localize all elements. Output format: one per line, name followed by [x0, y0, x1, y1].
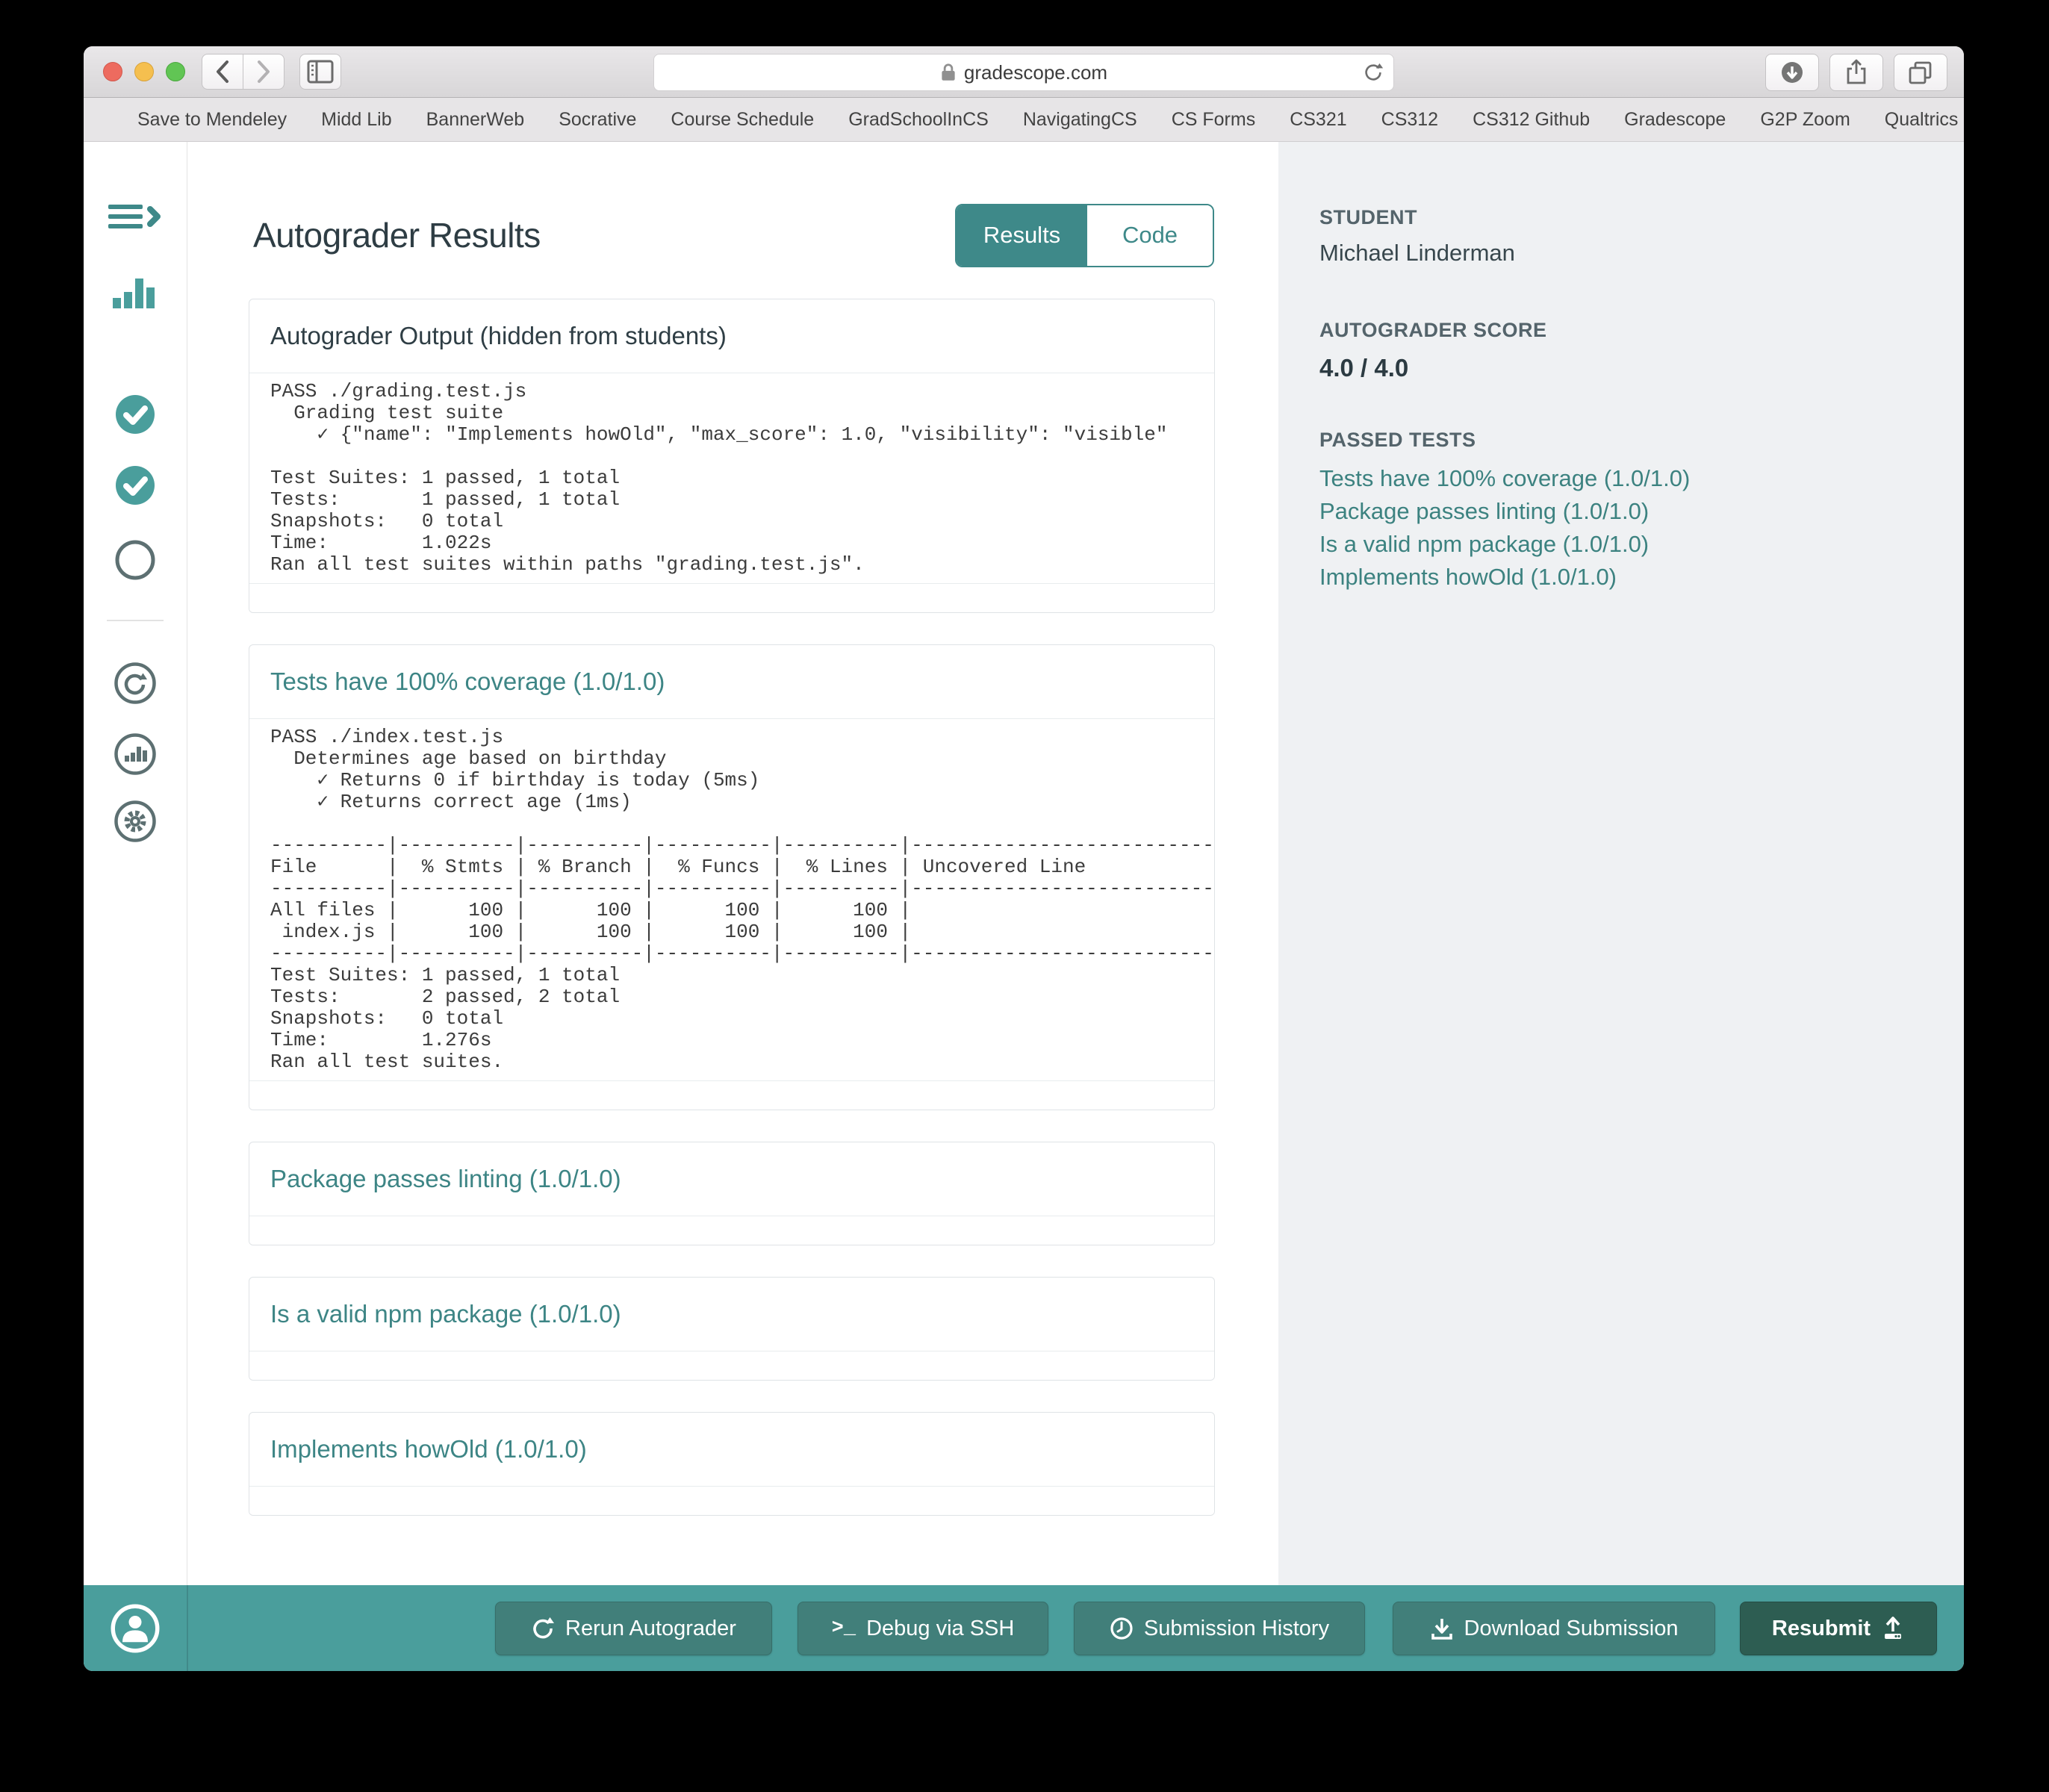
menu-expand-icon[interactable] [107, 200, 164, 233]
url-text: gradescope.com [963, 60, 1108, 84]
bookmark-g2p-zoom[interactable]: G2P Zoom [1760, 108, 1850, 130]
box-title: Autograder Output (hidden from students) [270, 322, 727, 349]
rerun-label: Rerun Autograder [565, 1616, 736, 1640]
test-box-linting: Package passes linting (1.0/1.0) [249, 1142, 1215, 1245]
tab-overview-button[interactable] [1894, 54, 1947, 91]
autograder-output-box: Autograder Output (hidden from students)… [249, 299, 1215, 613]
passed-test-link-npm-package[interactable]: Is a valid npm package (1.0/1.0) [1319, 531, 1650, 557]
test-title[interactable]: Package passes linting (1.0/1.0) [270, 1165, 621, 1192]
forward-button[interactable] [243, 54, 285, 90]
chevron-left-icon [217, 60, 228, 83]
autograder-score-value: 4.0 / 4.0 [1319, 354, 1409, 382]
account-icon[interactable] [110, 1603, 161, 1654]
bookmark-cs312[interactable]: CS312 [1381, 108, 1439, 130]
bookmark-cs-forms[interactable]: CS Forms [1171, 108, 1256, 130]
terminal-icon: >_ [831, 1617, 856, 1640]
browser-toolbar: gradescope.com [84, 46, 1964, 98]
sidebar-divider [107, 620, 164, 621]
bookmark-save-to-mendeley[interactable]: Save to Mendeley [137, 108, 287, 130]
share-icon [1847, 59, 1866, 84]
main-panel: Autograder Results Results Code Autograd… [187, 142, 1278, 1585]
tab-code[interactable]: Code [1087, 205, 1213, 266]
box-footer [249, 1216, 1214, 1245]
bookmark-cs321[interactable]: CS321 [1290, 108, 1347, 130]
share-button[interactable] [1829, 54, 1883, 91]
chevron-right-icon [258, 60, 270, 83]
autograder-output-code: PASS ./grading.test.js Grading test suit… [249, 373, 1214, 583]
bookmark-bannerweb[interactable]: BannerWeb [426, 108, 525, 130]
student-label: STUDENT [1319, 206, 1417, 228]
passed-check-icon[interactable] [114, 393, 156, 435]
bookmark-socrative[interactable]: Socrative [559, 108, 637, 130]
settings-gear-icon[interactable] [114, 800, 157, 843]
download-icon [1431, 1619, 1452, 1640]
bookmark-cs312-github[interactable]: CS312 Github [1473, 108, 1591, 130]
resubmit-label: Resubmit [1771, 1616, 1871, 1640]
passed-test-link-linting[interactable]: Package passes linting (1.0/1.0) [1319, 498, 1650, 524]
passed-check-icon[interactable] [114, 464, 156, 506]
stats-circle-icon[interactable] [114, 732, 157, 776]
test-title[interactable]: Tests have 100% coverage (1.0/1.0) [270, 668, 665, 695]
bookmark-navigatingcs[interactable]: NavigatingCS [1022, 108, 1137, 130]
tab-results[interactable]: Results [957, 205, 1087, 266]
test-box-howold: Implements howOld (1.0/1.0) [249, 1412, 1215, 1516]
reload-icon [1365, 63, 1384, 81]
box-footer [249, 1351, 1214, 1380]
bookmark-midd-lib[interactable]: Midd Lib [321, 108, 392, 130]
coverage-output-code: PASS ./index.test.js Determines age base… [249, 718, 1214, 1080]
zoom-window-button[interactable] [166, 62, 185, 81]
passed-test-link-coverage[interactable]: Tests have 100% coverage (1.0/1.0) [1319, 465, 1691, 491]
download-submission-button[interactable]: Download Submission [1393, 1602, 1715, 1655]
upload-icon [1885, 1617, 1902, 1639]
sidebar-toggle-button[interactable] [299, 54, 341, 90]
passed-tests-list: Tests have 100% coverage (1.0/1.0) Packa… [1319, 462, 1934, 594]
debug-label: Debug via SSH [866, 1616, 1015, 1640]
passed-tests-label: PASSED TESTS [1319, 429, 1476, 451]
window-controls [103, 62, 185, 81]
bookmarks-bar: Save to Mendeley Midd Lib BannerWeb Socr… [84, 98, 1964, 142]
student-name: Michael Linderman [1319, 240, 1515, 266]
downloads-button[interactable] [1765, 54, 1819, 91]
address-bar[interactable]: gradescope.com [653, 54, 1394, 91]
test-title[interactable]: Implements howOld (1.0/1.0) [270, 1435, 587, 1463]
pending-circle-icon[interactable] [114, 539, 156, 581]
back-button[interactable] [202, 54, 243, 90]
bookmark-gradschoolincs[interactable]: GradSchoolInCS [848, 108, 989, 130]
submission-history-button[interactable]: Submission History [1074, 1602, 1365, 1655]
test-title[interactable]: Is a valid npm package (1.0/1.0) [270, 1300, 621, 1328]
page-title: Autograder Results [253, 216, 541, 255]
bookmark-gradescope[interactable]: Gradescope [1624, 108, 1726, 130]
passed-test-link-howold[interactable]: Implements howOld (1.0/1.0) [1319, 564, 1617, 590]
left-sidebar [84, 142, 187, 1585]
history-clock-icon [1110, 1617, 1133, 1640]
box-footer [249, 1486, 1214, 1515]
rerun-autograder-button[interactable]: Rerun Autograder [495, 1602, 772, 1655]
resubmit-button[interactable]: Resubmit [1740, 1602, 1937, 1655]
rerun-icon [533, 1617, 555, 1639]
minimize-window-button[interactable] [134, 62, 154, 81]
downloads-icon [1782, 62, 1803, 83]
statistics-icon[interactable] [111, 274, 159, 311]
tabs-icon [1909, 61, 1932, 84]
lock-icon [942, 63, 955, 81]
box-footer [249, 583, 1214, 612]
history-label: Submission History [1143, 1616, 1330, 1640]
download-label: Download Submission [1464, 1616, 1679, 1640]
submission-info-panel: STUDENT Michael Linderman AUTOGRADER SCO… [1278, 142, 1964, 1585]
regrade-icon[interactable] [114, 662, 157, 705]
results-code-toggle: Results Code [955, 203, 1214, 267]
bookmark-course-schedule[interactable]: Course Schedule [671, 108, 815, 130]
bookmark-qualtrics[interactable]: Qualtrics [1884, 108, 1959, 130]
reload-button[interactable] [1362, 60, 1384, 90]
box-footer [249, 1080, 1214, 1110]
action-bar: Rerun Autograder >_ Debug via SSH Submis… [84, 1585, 1964, 1671]
sidebar-icon [307, 60, 334, 84]
test-box-coverage: Tests have 100% coverage (1.0/1.0) PASS … [249, 644, 1215, 1110]
account-area [84, 1585, 188, 1671]
close-window-button[interactable] [103, 62, 122, 81]
test-box-npm-package: Is a valid npm package (1.0/1.0) [249, 1277, 1215, 1381]
browser-window: gradescope.com [84, 46, 1964, 1671]
debug-ssh-button[interactable]: >_ Debug via SSH [797, 1602, 1048, 1655]
autograder-score-label: AUTOGRADER SCORE [1319, 319, 1547, 341]
